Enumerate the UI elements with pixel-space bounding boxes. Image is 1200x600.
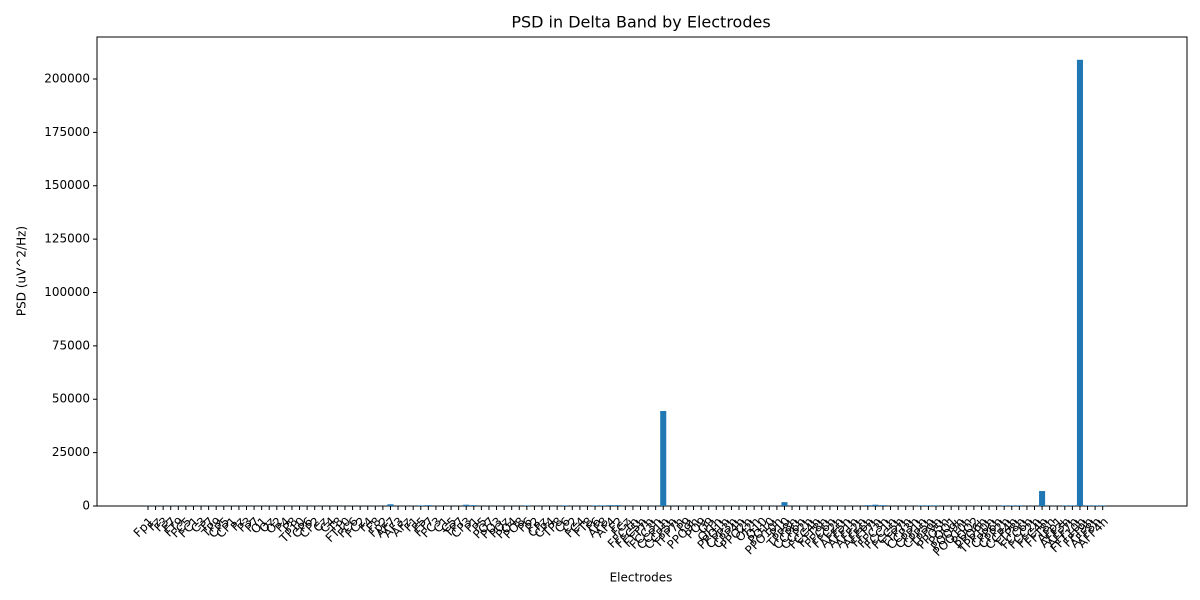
y-tick-label: 150000	[44, 178, 90, 192]
bar	[925, 505, 932, 506]
y-tick-label: 25000	[52, 445, 90, 459]
bar	[1084, 505, 1091, 506]
bar	[425, 505, 432, 506]
bar	[781, 502, 788, 506]
y-tick-label: 75000	[52, 338, 90, 352]
bar	[1076, 59, 1083, 507]
bar	[417, 505, 424, 506]
bar	[387, 504, 394, 506]
bar	[932, 505, 940, 506]
bar	[872, 504, 879, 506]
y-tick-label: 200000	[44, 71, 90, 85]
bar	[592, 505, 599, 506]
bar	[1016, 505, 1023, 506]
bar	[917, 505, 924, 506]
bar	[660, 410, 667, 506]
y-axis-label: PSD (uV^2/Hz)	[15, 226, 29, 316]
y-tick-label: 0	[82, 499, 90, 513]
bar	[599, 505, 606, 506]
bar	[1061, 505, 1068, 506]
bar	[1008, 505, 1015, 506]
bar	[1099, 505, 1106, 506]
y-tick-label: 100000	[44, 285, 90, 299]
bar	[561, 505, 568, 506]
bar	[1039, 491, 1046, 506]
bar	[463, 504, 470, 506]
bar	[879, 505, 886, 506]
x-axis-label: Electrodes	[610, 571, 673, 585]
bar	[614, 505, 621, 506]
bar	[1069, 505, 1076, 506]
bar	[523, 505, 530, 506]
bar	[1092, 505, 1099, 506]
bar	[1001, 505, 1008, 506]
chart-title: PSD in Delta Band by Electrodes	[511, 13, 770, 32]
bar	[470, 505, 477, 506]
y-tick-label: 50000	[52, 392, 90, 406]
bar	[864, 505, 871, 506]
bar	[607, 505, 614, 506]
y-tick-label: 175000	[44, 125, 90, 139]
y-tick-label: 125000	[44, 232, 90, 246]
